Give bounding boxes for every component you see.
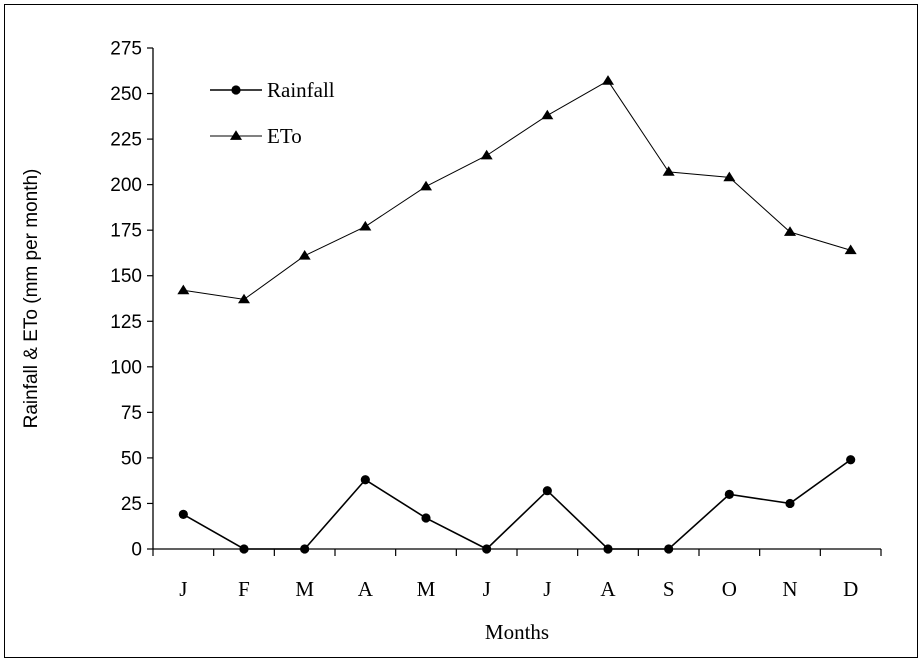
y-tick-label: 150: [110, 266, 142, 287]
x-tick-label: A: [358, 577, 374, 601]
legend: Rainfall ETo: [210, 78, 335, 148]
x-tick-label: D: [843, 577, 858, 601]
y-tick-label: 75: [121, 403, 142, 424]
y-tick-label: 200: [110, 175, 142, 196]
data-point-eto: [238, 293, 250, 304]
x-tick-label: N: [782, 577, 797, 601]
data-point-eto: [177, 284, 190, 295]
data-point-rainfall: [360, 475, 370, 485]
data-point-rainfall: [724, 489, 734, 499]
y-axis-ticks: 0 25 50 75 100 125 150 175 200 225 250 275: [110, 39, 153, 561]
y-axis-title: Rainfall & ETo (mm per month): [21, 169, 42, 429]
data-point-rainfall: [300, 544, 310, 554]
x-tick-label: J: [543, 577, 551, 601]
y-tick-label: 125: [110, 312, 142, 333]
data-point-rainfall: [239, 544, 249, 554]
legend-marker-circle-icon: [231, 85, 241, 95]
x-tick-label: J: [179, 577, 187, 601]
legend-marker-triangle-icon: [230, 130, 242, 140]
y-tick-label: 50: [121, 448, 142, 469]
y-tick-label: 100: [110, 357, 142, 378]
legend-item-eto: ETo: [210, 124, 302, 148]
data-point-eto: [420, 180, 432, 191]
x-axis-title: Months: [485, 620, 549, 644]
x-tick-label: A: [600, 577, 616, 601]
data-point-eto: [541, 109, 554, 120]
y-tick-label: 275: [110, 39, 142, 60]
data-point-rainfall: [421, 513, 431, 523]
x-tick-label: O: [722, 577, 737, 601]
series-layer: [177, 75, 857, 554]
data-point-rainfall: [603, 544, 613, 554]
data-point-eto: [844, 244, 857, 255]
data-point-rainfall: [542, 486, 552, 496]
y-tick-label: 225: [110, 130, 142, 151]
data-point-eto: [723, 171, 736, 182]
x-tick-label: S: [663, 577, 675, 601]
x-tick-label: F: [238, 577, 250, 601]
data-point-rainfall: [785, 498, 795, 509]
data-point-rainfall: [846, 455, 856, 465]
data-point-eto: [784, 226, 796, 236]
y-tick-label: 175: [110, 221, 142, 242]
series-line-rainfall: [182, 459, 852, 550]
x-tick-label: J: [483, 577, 491, 601]
data-point-rainfall: [178, 509, 188, 519]
chart-frame: 0 25 50 75 100 125 150 175 200 225 250 275 J F M A M J J A…: [4, 4, 918, 658]
data-point-rainfall: [664, 544, 674, 554]
line-chart: 0 25 50 75 100 125 150 175 200 225 250 275 J F M A M J J A…: [21, 39, 882, 644]
legend-item-rainfall: Rainfall: [210, 78, 335, 102]
data-point-eto: [662, 166, 675, 176]
x-tick-label: M: [417, 577, 436, 601]
data-point-rainfall: [482, 544, 492, 554]
y-tick-label: 25: [121, 494, 142, 515]
series-line-eto: [183, 80, 851, 300]
x-tick-label: M: [295, 577, 314, 601]
data-point-eto: [298, 249, 311, 260]
series-rainfall: [178, 455, 856, 554]
data-point-eto: [602, 75, 614, 85]
series-eto: [177, 75, 857, 304]
data-point-eto: [480, 149, 493, 160]
y-tick-label: 0: [131, 540, 142, 561]
data-point-eto: [359, 220, 372, 231]
legend-label-eto: ETo: [267, 124, 302, 148]
y-tick-label: 250: [110, 84, 142, 105]
legend-label-rainfall: Rainfall: [267, 78, 335, 102]
